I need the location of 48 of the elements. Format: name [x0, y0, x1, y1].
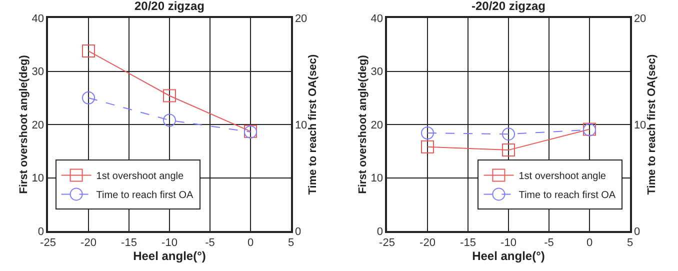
y-tick-label: 40 [370, 12, 384, 25]
y-tick-label: 0 [38, 226, 44, 238]
x-tick-label: -25 [379, 236, 395, 249]
y2-tick-label: 20 [634, 12, 646, 25]
legend-label: 1st overshoot angle [96, 171, 184, 182]
x-tick-label: 5 [626, 236, 634, 249]
x-tick-label: 0 [586, 236, 593, 249]
y-tick-label: 10 [32, 172, 44, 185]
y-tick-label: 10 [370, 172, 384, 185]
y-tick-label: 0 [376, 226, 384, 238]
y-axis-title: First overshoot angle(deg) [18, 54, 30, 194]
y2-tick-label: 0 [634, 226, 640, 238]
chart-title: 20/20 zigzag [134, 0, 205, 13]
y2-tick-label: 10 [294, 119, 308, 132]
legend-label: Time to reach first OA [518, 190, 616, 202]
x-tick-label: -5 [205, 236, 215, 249]
legend-label: 1st overshoot angle [518, 171, 606, 182]
y2-tick-label: 0 [294, 226, 302, 238]
y2-tick-label: 20 [294, 12, 308, 25]
x-axis-title: Heel angle(°) [472, 248, 545, 263]
y2-axis-title: Time to reach first OA(sec) [646, 54, 658, 195]
x-axis-title: Heel angle(°) [133, 248, 206, 263]
chart-title: -20/20 zigzag [471, 0, 546, 13]
x-tick-label: 0 [247, 236, 254, 249]
y-tick-label: 20 [32, 119, 44, 132]
x-tick-label: -10 [162, 236, 178, 249]
y-tick-label: 40 [32, 12, 44, 25]
x-tick-label: -5 [544, 236, 554, 249]
point [163, 89, 176, 102]
y2-tick-label: 10 [634, 119, 646, 132]
point [421, 140, 434, 154]
x-tick-label: -10 [500, 236, 516, 249]
x-tick-label: -20 [80, 236, 96, 249]
y-axis-title: First overshoot angle(deg) [356, 54, 369, 194]
y-tick-label: 20 [370, 119, 384, 132]
y-tick-label: 30 [370, 66, 384, 78]
legend-label: Time to reach first OA [96, 190, 194, 202]
x-tick-label: -25 [40, 236, 56, 249]
x-tick-label: -15 [460, 236, 476, 249]
point [502, 144, 515, 157]
x-tick-label: -15 [121, 236, 137, 249]
x-tick-label: -20 [420, 236, 436, 249]
point [82, 91, 95, 104]
y2-axis-title: Time to reach first OA(sec) [307, 54, 320, 195]
point [82, 44, 95, 58]
y-tick-label: 30 [32, 66, 44, 78]
point [163, 114, 176, 127]
x-tick-label: 5 [288, 236, 294, 249]
